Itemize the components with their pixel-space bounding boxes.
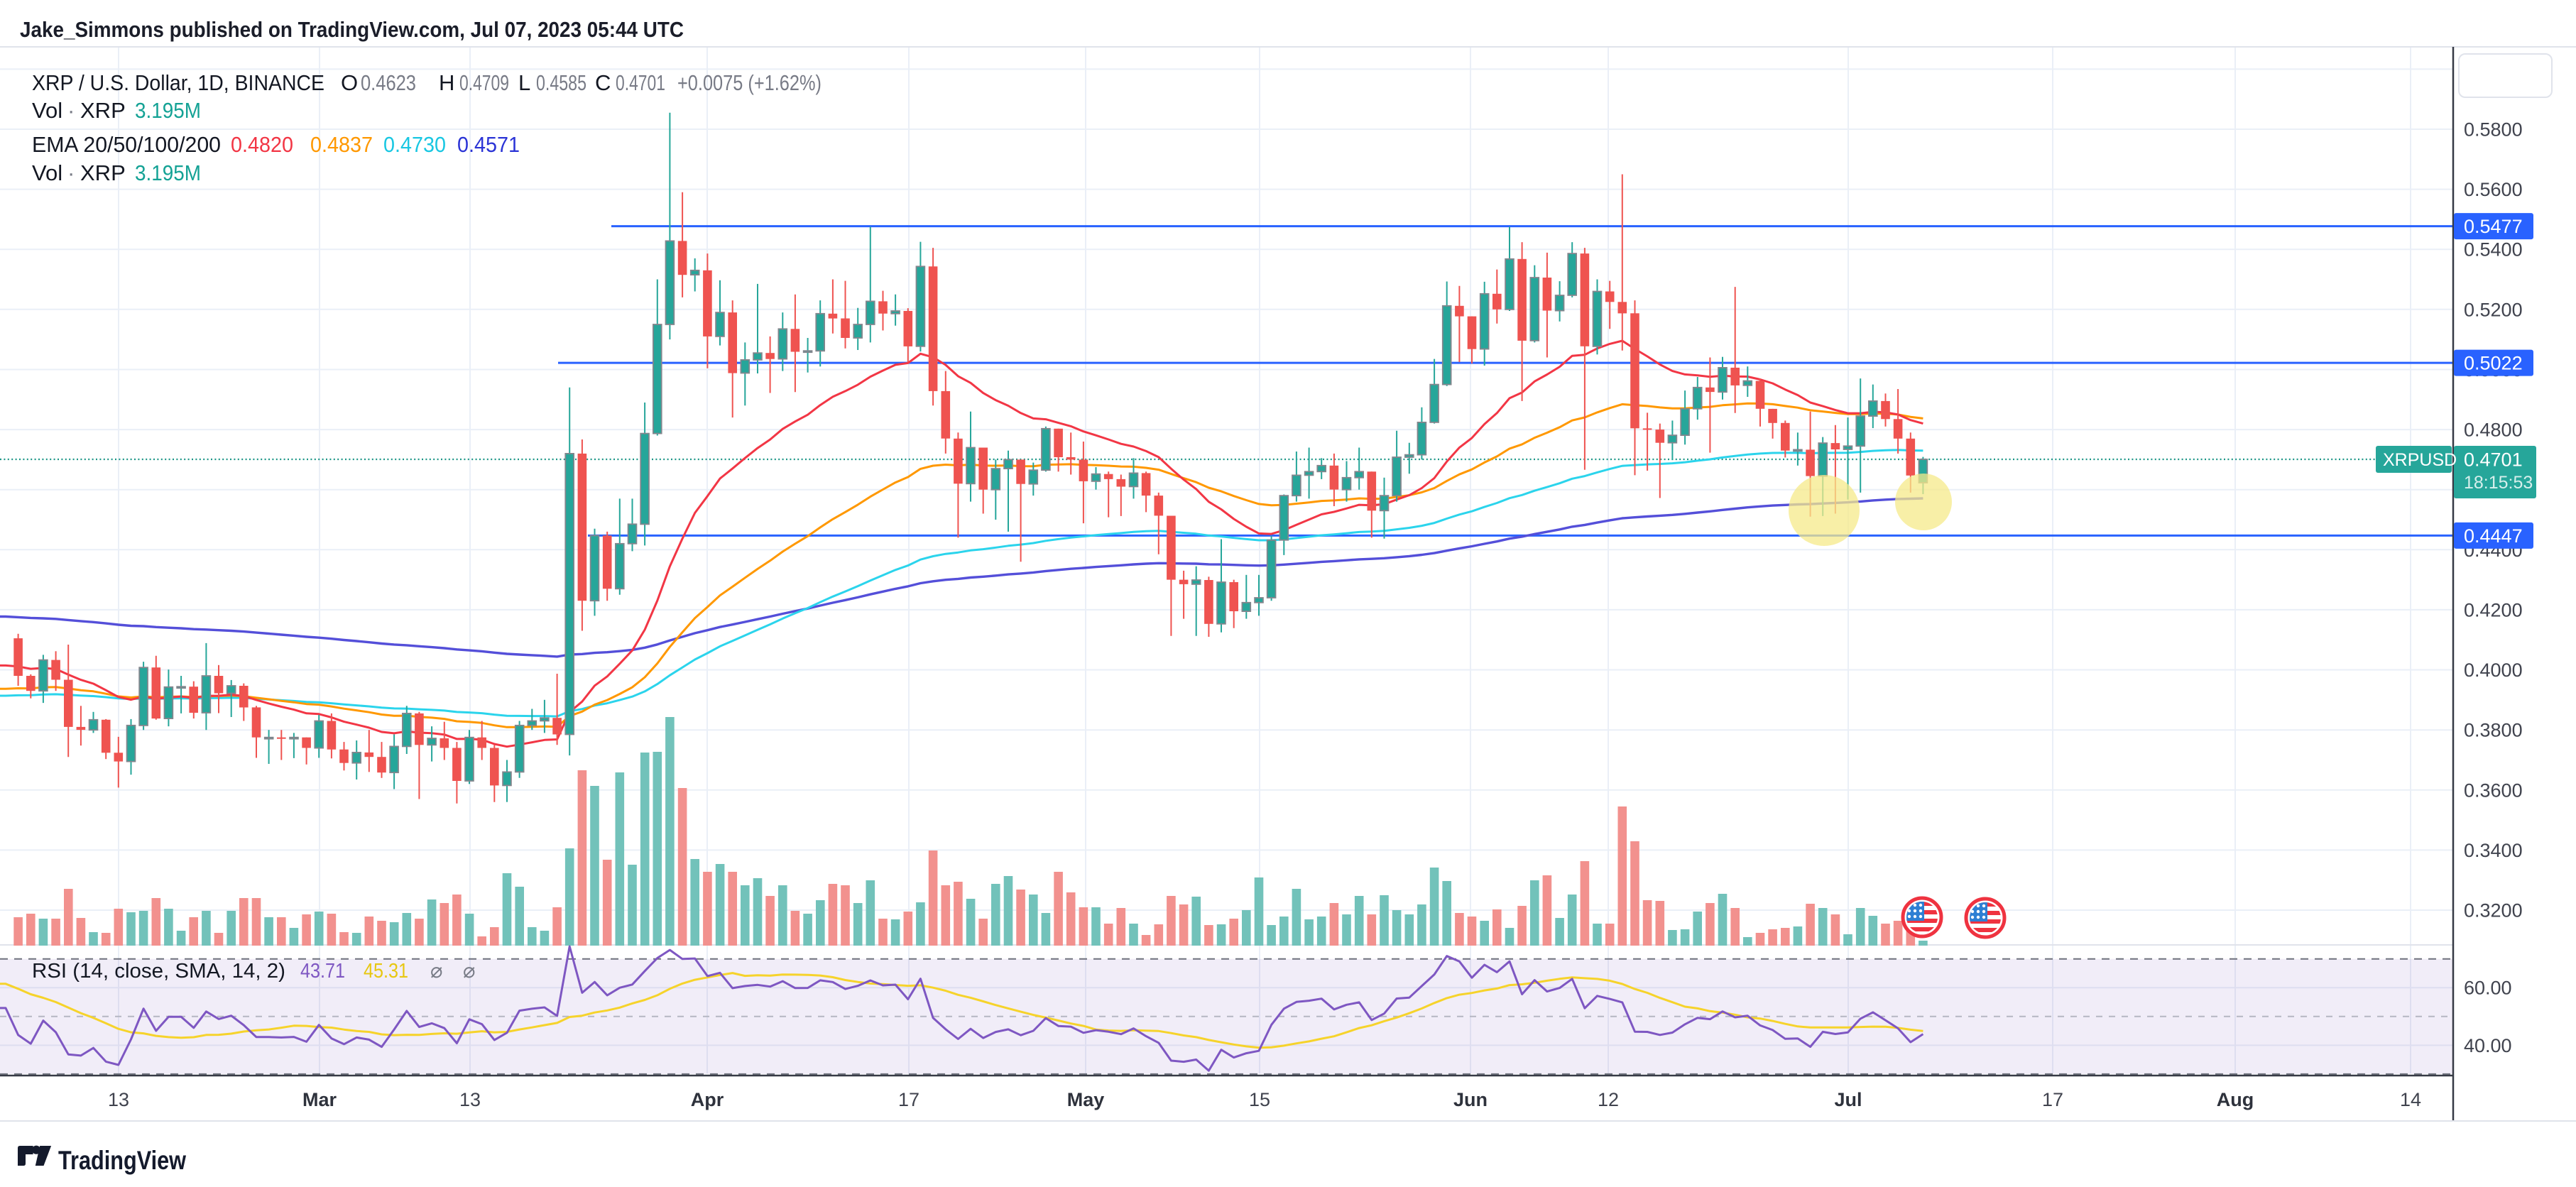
svg-text:⌀: ⌀ [463, 960, 475, 983]
svg-text:XRP: XRP [80, 98, 126, 123]
svg-text:Vol: Vol [32, 98, 62, 123]
svg-text:0.5477: 0.5477 [2464, 216, 2523, 237]
svg-text:17: 17 [2042, 1089, 2063, 1110]
svg-text:40.00: 40.00 [2464, 1035, 2512, 1056]
svg-text:45.31: 45.31 [364, 960, 408, 983]
svg-text:0.4701: 0.4701 [2464, 449, 2523, 471]
svg-text:17: 17 [898, 1089, 919, 1110]
svg-text:0.4709: 0.4709 [459, 70, 509, 95]
svg-text:0.4730: 0.4730 [383, 132, 446, 157]
svg-text:O: O [341, 70, 358, 95]
svg-text:0.4000: 0.4000 [2464, 660, 2523, 681]
svg-text:Aug: Aug [2217, 1089, 2254, 1110]
svg-text:Vol: Vol [32, 160, 62, 185]
svg-text:15: 15 [1249, 1089, 1270, 1110]
svg-text:0.5800: 0.5800 [2464, 119, 2523, 141]
svg-text:0.5022: 0.5022 [2464, 353, 2523, 374]
svg-text:XRPUSD: XRPUSD [2383, 450, 2457, 470]
svg-text:0.4447: 0.4447 [2464, 525, 2523, 547]
svg-text:TradingView: TradingView [58, 1146, 186, 1175]
svg-text:0.3600: 0.3600 [2464, 780, 2523, 801]
svg-text:0.4200: 0.4200 [2464, 599, 2523, 620]
svg-text:18:15:53: 18:15:53 [2464, 473, 2533, 493]
svg-text:0.3200: 0.3200 [2464, 900, 2523, 921]
svg-text:0.4837: 0.4837 [310, 132, 373, 157]
svg-text:0.3800: 0.3800 [2464, 720, 2523, 741]
svg-text:H: H [439, 70, 454, 95]
svg-text:⌀: ⌀ [430, 960, 442, 983]
svg-text:12: 12 [1598, 1089, 1619, 1110]
svg-text:0.5400: 0.5400 [2464, 239, 2523, 261]
svg-text:13: 13 [108, 1089, 129, 1110]
svg-text:0.5600: 0.5600 [2464, 179, 2523, 200]
svg-text:0.4701: 0.4701 [616, 70, 665, 95]
svg-text:0.5200: 0.5200 [2464, 299, 2523, 320]
svg-text:EMA 20/50/100/200: EMA 20/50/100/200 [32, 132, 221, 157]
svg-text:RSI (14, close, SMA, 14, 2): RSI (14, close, SMA, 14, 2) [32, 960, 285, 983]
svg-text:0.4623: 0.4623 [361, 70, 416, 95]
svg-text:C: C [595, 70, 611, 95]
svg-text:14: 14 [2400, 1089, 2421, 1110]
svg-text:3.195M: 3.195M [135, 98, 201, 123]
svg-text:60.00: 60.00 [2464, 978, 2512, 999]
svg-text:0.4585: 0.4585 [536, 70, 586, 95]
svg-text:0.3400: 0.3400 [2464, 840, 2523, 861]
svg-text:43.71: 43.71 [300, 960, 345, 983]
svg-text:+0.0075 (+1.62%): +0.0075 (+1.62%) [677, 70, 822, 95]
svg-text:Jun: Jun [1453, 1089, 1488, 1110]
svg-text:0.4571: 0.4571 [457, 132, 520, 157]
svg-text:Apr: Apr [691, 1089, 724, 1110]
svg-text:0.4800: 0.4800 [2464, 420, 2523, 441]
svg-text:·: · [67, 160, 75, 185]
svg-text:·: · [67, 98, 75, 123]
svg-text:XRP: XRP [80, 160, 126, 185]
svg-text:L: L [518, 70, 530, 95]
svg-text:13: 13 [459, 1089, 481, 1110]
svg-text:Jul: Jul [1834, 1089, 1862, 1110]
svg-text:3.195M: 3.195M [135, 160, 201, 185]
svg-text:XRP / U.S. Dollar, 1D, BINANCE: XRP / U.S. Dollar, 1D, BINANCE [32, 70, 324, 95]
svg-text:May: May [1067, 1089, 1105, 1110]
svg-text:Mar: Mar [302, 1089, 337, 1110]
svg-text:0.4820: 0.4820 [231, 132, 293, 157]
svg-text:Jake_Simmons published on Trad: Jake_Simmons published on TradingView.co… [20, 17, 684, 42]
